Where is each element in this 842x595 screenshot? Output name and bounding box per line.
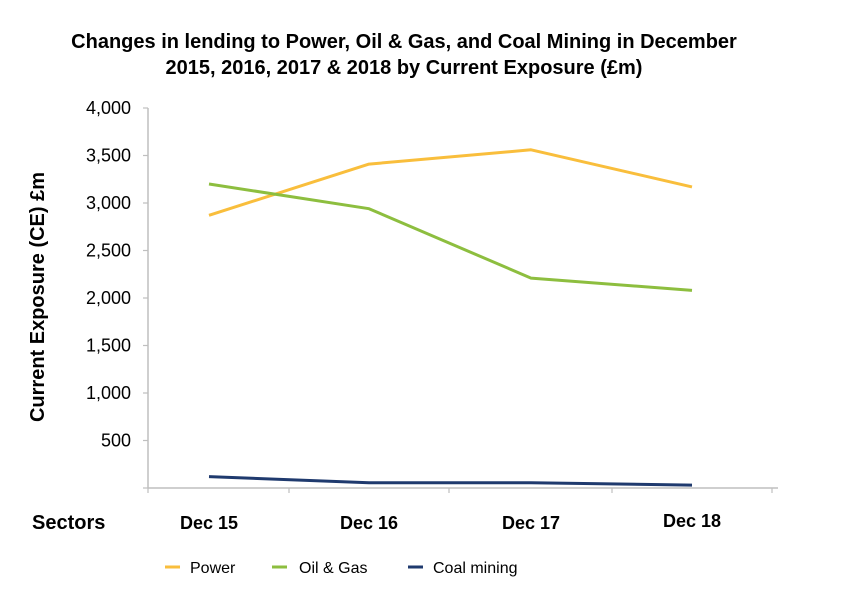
series-lines	[208, 148, 693, 487]
legend-label-coal-mining: Coal mining	[433, 560, 517, 577]
y-tick-label: 2,000	[86, 288, 131, 308]
legend: Power Oil & Gas Coal mining	[165, 560, 517, 577]
y-tick-label: 1,000	[86, 383, 131, 403]
x-tick-label: Dec 18	[663, 511, 721, 531]
chart-title-line-2: 2015, 2016, 2017 & 2018 by Current Expos…	[166, 57, 643, 79]
y-tick-label: 3,500	[86, 146, 131, 166]
y-tick-label: 2,500	[86, 241, 131, 261]
series-line-coal-mining	[208, 475, 693, 487]
legend-label-power: Power	[190, 560, 236, 577]
x-tick-label: Dec 15	[180, 513, 238, 533]
x-axis-label: Sectors	[32, 512, 105, 534]
y-tick-labels: 500 1,000 1,500 2,000 2,500 3,000 3,500 4,000	[86, 98, 131, 451]
y-tick-label: 3,000	[86, 193, 131, 213]
y-tick-label: 1,500	[86, 336, 131, 356]
y-tick-label: 500	[101, 431, 131, 451]
series-line-oil-gas	[208, 182, 693, 292]
legend-label-oil-gas: Oil & Gas	[299, 560, 367, 577]
x-tick-label: Dec 17	[502, 513, 560, 533]
chart-title-line-1: Changes in lending to Power, Oil & Gas, …	[71, 31, 737, 53]
y-axis-label: Current Exposure (CE) £m	[27, 172, 49, 422]
axes	[143, 107, 778, 493]
y-tick-label: 4,000	[86, 98, 131, 118]
x-tick-label: Dec 16	[340, 513, 398, 533]
series-line-power	[208, 148, 693, 217]
x-tick-labels: Dec 15 Dec 16 Dec 17 Dec 18	[180, 511, 721, 533]
chart-title: Changes in lending to Power, Oil & Gas, …	[71, 31, 737, 79]
